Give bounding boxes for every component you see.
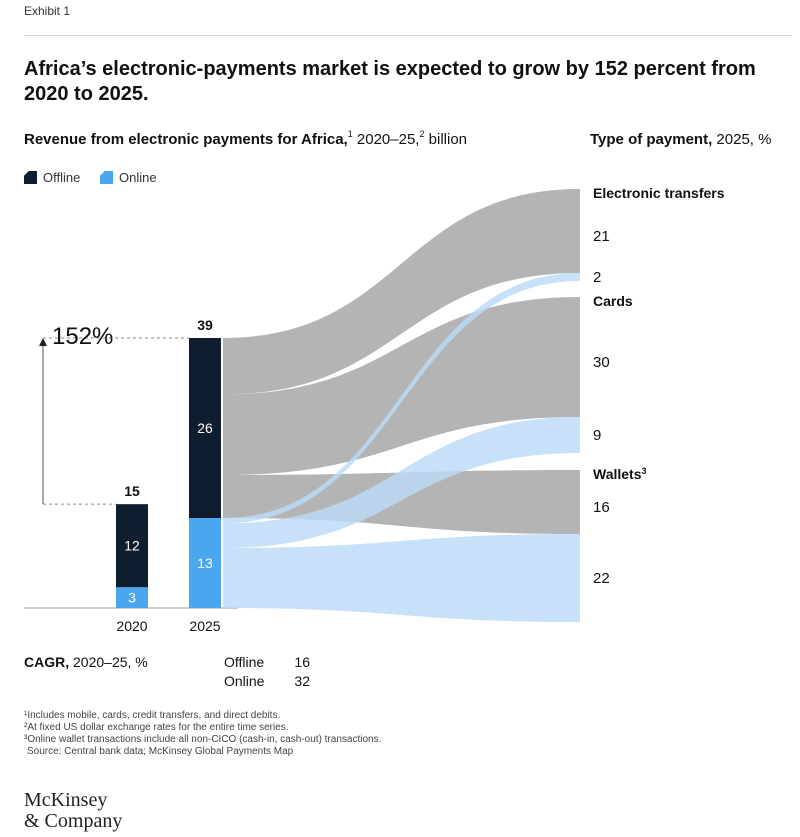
legend-item-offline: Offline <box>24 170 80 185</box>
legend-item-online: Online <box>100 170 157 185</box>
data-label-offline-2025: 26 <box>197 420 213 436</box>
bar-online-2020 <box>116 587 148 608</box>
top-divider <box>24 35 792 36</box>
cagr-value-offline: 16 <box>294 654 310 670</box>
cagr-label-bold: CAGR, <box>24 654 70 670</box>
flow-online-electronic-transfers <box>223 273 580 524</box>
footnote-3: ³Online wallet transactions include all … <box>24 734 382 745</box>
growth-label: 152% <box>52 323 113 350</box>
cagr-name-offline: Offline <box>224 654 265 670</box>
share-offline-wallets: 16 <box>593 499 610 516</box>
x-tick-label-2020: 2020 <box>116 618 147 634</box>
footnotes: ¹Includes mobile, cards, credit transfer… <box>24 710 381 758</box>
subtitle-note-2: 2 <box>419 129 425 139</box>
share-online-cards: 9 <box>593 427 601 444</box>
growth-arrow-head-icon <box>39 338 47 346</box>
online-swatch-icon <box>100 171 113 184</box>
cagr-name-online: Online <box>224 673 265 689</box>
x-tick-label-2025: 2025 <box>189 618 220 634</box>
cagr-label-rest: 2020–25, % <box>69 654 148 670</box>
bar-online-2025 <box>189 518 221 608</box>
payment-type-header-bold: Type of payment, <box>590 131 713 148</box>
share-online-wallets: 22 <box>593 570 610 587</box>
share-offline-electronic-transfers: 21 <box>593 228 610 245</box>
legend-label-offline: Offline <box>43 170 81 185</box>
logo-line-1: McKinsey <box>24 789 108 811</box>
cagr-row-online: Online 32 <box>224 673 310 689</box>
flow-offline-cards <box>223 297 580 476</box>
cagr-row-offline: Offline 16 <box>224 654 310 670</box>
legend-label-online: Online <box>119 170 157 185</box>
payment-type-header-rest: 2025, % <box>712 131 772 148</box>
subtitle-note-1: 1 <box>347 129 353 139</box>
data-label-offline-2020: 12 <box>124 538 140 554</box>
data-label-online-2025: 13 <box>197 555 213 571</box>
chart-subtitle: Revenue from electronic payments for Afr… <box>24 129 468 149</box>
payment-type-name-electronic-transfers: Electronic transfers <box>593 185 725 201</box>
offline-swatch-icon <box>24 171 37 184</box>
subtitle-bold: Revenue from electronic payments for Afr… <box>24 131 348 148</box>
cagr-value-online: 32 <box>294 673 310 689</box>
flow-online-cards <box>223 417 580 548</box>
subtitle-unit: billion <box>424 131 468 148</box>
share-offline-cards: 30 <box>593 354 610 371</box>
total-label-2025: 39 <box>197 317 213 333</box>
cagr-label: CAGR, 2020–25, % <box>24 654 148 670</box>
flow-online-wallets <box>223 534 580 622</box>
footnote-2: ²At fixed US dollar exchange rates for t… <box>24 722 289 733</box>
logo-line-2: & Company <box>24 810 123 832</box>
bar-offline-2020 <box>116 504 148 588</box>
bar-offline-2025 <box>189 338 221 518</box>
flow-offline-electronic-transfers <box>223 189 580 395</box>
payment-type-name-cards: Cards <box>593 293 633 309</box>
exhibit-label: Exhibit 1 <box>24 4 71 18</box>
share-online-electronic-transfers: 2 <box>593 269 601 286</box>
payment-type-note-wallets: 3 <box>642 466 647 476</box>
payment-type-header: Type of payment, 2025, % <box>590 131 771 148</box>
source-note: Source: Central bank data; McKinsey Glob… <box>27 746 294 757</box>
payment-type-name-wallets: Wallets3 <box>593 466 647 482</box>
total-label-2020: 15 <box>124 483 140 499</box>
mckinsey-logo: McKinsey & Company <box>24 790 122 832</box>
subtitle-years: 2020–25, <box>352 131 420 148</box>
chart-title: Africa’s electronic-payments market is e… <box>24 58 756 105</box>
footnote-1: ¹Includes mobile, cards, credit transfer… <box>24 710 281 721</box>
data-label-online-2020: 3 <box>128 590 136 606</box>
